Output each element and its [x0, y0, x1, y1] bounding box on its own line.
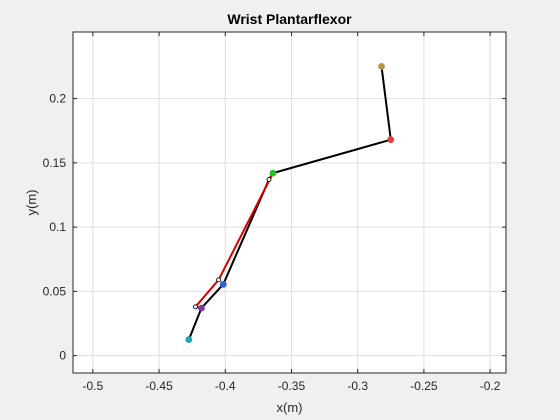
x-tick-label: -0.25: [410, 379, 438, 393]
x-tick-label: -0.35: [278, 379, 306, 393]
y-tick-label: 0.15: [43, 156, 67, 170]
joint-marker: [378, 63, 385, 70]
y-tick-label: 0: [59, 349, 66, 363]
joint-marker: [269, 169, 277, 177]
joint-marker: [216, 277, 222, 283]
x-tick-label: -0.5: [83, 379, 104, 393]
joint-marker: [266, 177, 272, 183]
x-axis-label: x(m): [277, 400, 303, 415]
x-tick-label: -0.2: [480, 379, 501, 393]
x-tick-label: -0.45: [145, 379, 173, 393]
y-ticks: 0 0.05 0.1 0.15 0.2: [43, 92, 506, 363]
x-tick-label: -0.3: [347, 379, 368, 393]
joint-marker: [193, 304, 198, 310]
x-tick-label: -0.4: [215, 379, 236, 393]
axes-background: [73, 32, 506, 373]
grid: [73, 32, 506, 373]
y-tick-label: 0.1: [49, 220, 66, 234]
y-tick-label: 0.05: [43, 284, 67, 298]
y-axis-label: y(m): [24, 190, 39, 216]
joint-marker: [198, 304, 205, 312]
chart-title: Wrist Plantarflexor: [227, 11, 352, 27]
markers-layer: [185, 63, 395, 343]
x-ticks: -0.5 -0.45 -0.4 -0.35 -0.3 -0.25 -0.2: [83, 32, 501, 393]
joint-marker: [185, 336, 193, 343]
joint-marker: [219, 280, 227, 288]
joint-marker: [387, 136, 395, 144]
axes-box: [72, 31, 507, 374]
y-tick-label: 0.2: [49, 92, 66, 106]
